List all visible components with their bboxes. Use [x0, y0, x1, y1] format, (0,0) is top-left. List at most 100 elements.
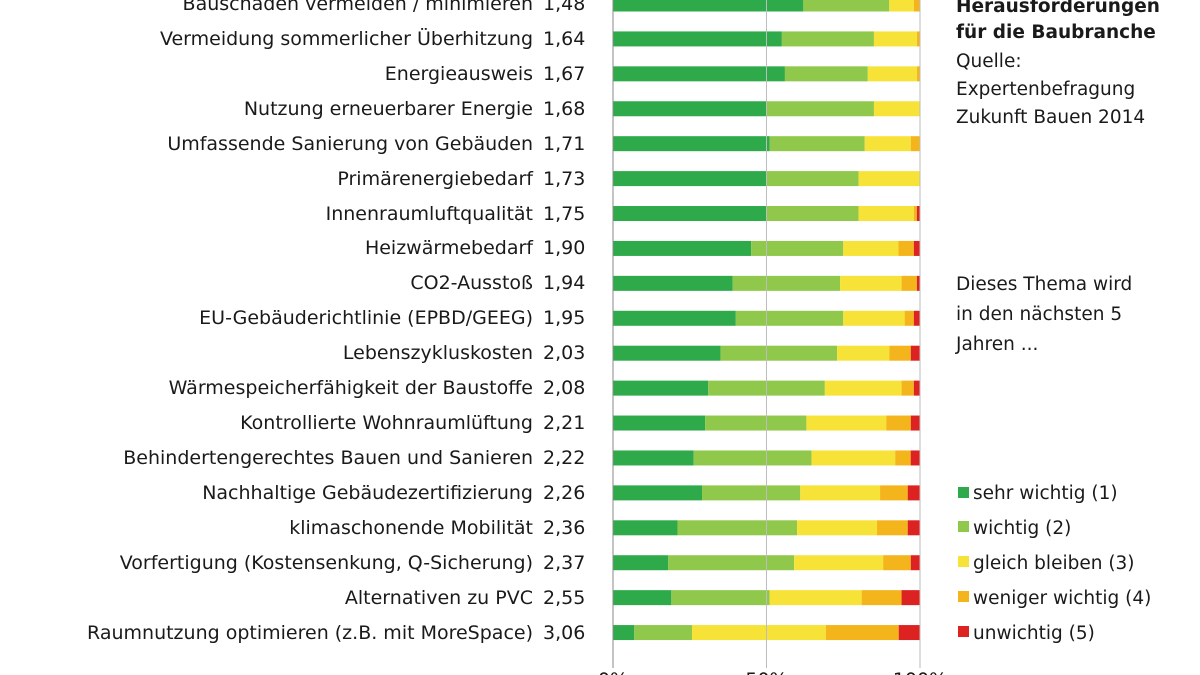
bar-segment	[613, 240, 752, 256]
category-label: Lebenszykluskosten	[342, 342, 533, 365]
legend-item: wichtig (2)	[958, 517, 1071, 541]
legend-swatch	[958, 521, 969, 533]
bar-segment	[861, 590, 902, 606]
source-line-2: Expertenbefragung	[956, 79, 1136, 100]
bar-segment	[613, 345, 721, 361]
category-label: Innenraumluftqualität	[325, 202, 533, 225]
bar-segment	[803, 0, 890, 12]
bar-segment	[613, 171, 767, 187]
bar-segment	[901, 380, 914, 396]
category-label: Alternativen zu PVC	[344, 586, 533, 609]
legend-item: gleich bleiben (3)	[958, 552, 1135, 576]
legend-label: sehr wichtig (1)	[973, 483, 1118, 504]
bar-segment	[901, 275, 917, 291]
bar-segment	[889, 345, 911, 361]
mean-score-label: 1,48	[543, 0, 586, 15]
legend-label: weniger wichtig (4)	[973, 587, 1152, 609]
category-label: Primärenergiebedarf	[337, 167, 533, 190]
bar-segment	[824, 380, 902, 396]
bar-segment	[883, 555, 911, 571]
bar-segment	[797, 520, 878, 536]
bar-segment	[916, 275, 920, 291]
bar-segment	[784, 66, 868, 82]
bar-segment	[843, 240, 899, 256]
chart-title-line1: Herausforderungen	[956, 0, 1160, 17]
category-label: Behindertengerechtes Bauen und Sanieren	[123, 446, 533, 469]
category-label: Nachhaltige Gebäudezertifizierung	[202, 481, 533, 504]
bar-segment	[895, 450, 911, 466]
bar-segment	[913, 0, 920, 12]
category-label: Nutzung erneuerbarer Energie	[243, 97, 533, 120]
bar-segment	[910, 450, 920, 466]
bar-segment	[613, 275, 733, 291]
mean-score-label: 1,68	[543, 97, 586, 120]
bar-segment	[794, 555, 884, 571]
bar-segment	[913, 206, 917, 222]
legend-swatch	[958, 591, 969, 603]
mean-score-label: 1,75	[543, 202, 586, 225]
bar-segment	[613, 485, 703, 501]
bar-segment	[613, 450, 694, 466]
bar-segment	[732, 275, 841, 291]
bar-segment	[766, 171, 859, 187]
bar-segment	[613, 101, 767, 117]
x-tick-label: 50%	[745, 669, 787, 675]
bar-segment	[889, 0, 914, 12]
bar-segment	[613, 415, 706, 431]
bar-segment	[692, 625, 826, 641]
bar-segment	[858, 171, 920, 187]
bar-segment	[837, 345, 890, 361]
bar-segment	[910, 555, 920, 571]
mean-score-label: 1,73	[543, 167, 586, 190]
category-label: Raumnutzung optimieren (z.B. mit MoreSpa…	[87, 621, 533, 644]
bar-segment	[693, 450, 812, 466]
bar-segment	[613, 310, 736, 326]
bar-segment	[766, 206, 859, 222]
bar-segment	[901, 590, 920, 606]
mean-score-label: 2,36	[543, 516, 586, 539]
bar-segment	[886, 415, 911, 431]
bar-segment	[913, 380, 920, 396]
bar-segment	[702, 485, 801, 501]
bar-segment	[907, 485, 920, 501]
x-tick-label: 0%	[598, 669, 628, 675]
bar-segment	[613, 66, 785, 82]
legend-label: wichtig (2)	[973, 517, 1072, 539]
category-label: klimaschonende Mobilität	[289, 516, 533, 539]
mean-score-label: 2,21	[543, 412, 586, 435]
bar-segment	[720, 345, 838, 361]
bar-segment	[877, 520, 908, 536]
bar-segment	[873, 31, 917, 47]
bar-segment	[840, 275, 902, 291]
category-label: Vorfertigung (Kostensenkung, Q-Sicherung…	[119, 551, 533, 574]
category-label: Umfassende Sanierung von Gebäuden	[167, 132, 533, 155]
category-label: CO2-Ausstoß	[410, 272, 533, 295]
source-line-3: Zukunft Bauen 2014	[956, 107, 1146, 128]
question-line-2: in den nächsten 5	[956, 304, 1123, 325]
legend-item: weniger wichtig (4)	[958, 587, 1151, 611]
mean-score-label: 2,03	[543, 342, 586, 365]
legend-item: unwichtig (5)	[958, 622, 1095, 646]
bar-segment	[671, 590, 770, 606]
question-line-1: Dieses Thema wird	[956, 274, 1133, 295]
bar-segment	[705, 415, 807, 431]
bar-segment	[613, 0, 804, 12]
chart-title-line2: für die Baubranche	[956, 22, 1156, 43]
x-tick-label: 100%	[893, 669, 947, 675]
bar-segment	[913, 310, 920, 326]
bar-segment	[677, 520, 798, 536]
bar-segment	[873, 101, 920, 117]
bar-segment	[735, 310, 844, 326]
bar-segment	[913, 240, 920, 256]
mean-score-label: 2,26	[543, 481, 586, 504]
bar-segment	[766, 101, 874, 117]
bar-segment	[613, 520, 678, 536]
bar-segment	[613, 625, 635, 641]
bar-segment	[910, 415, 920, 431]
bar-segment	[843, 310, 905, 326]
bar-segment	[613, 136, 770, 152]
mean-score-label: 1,67	[543, 62, 586, 85]
bar-segment	[769, 136, 865, 152]
